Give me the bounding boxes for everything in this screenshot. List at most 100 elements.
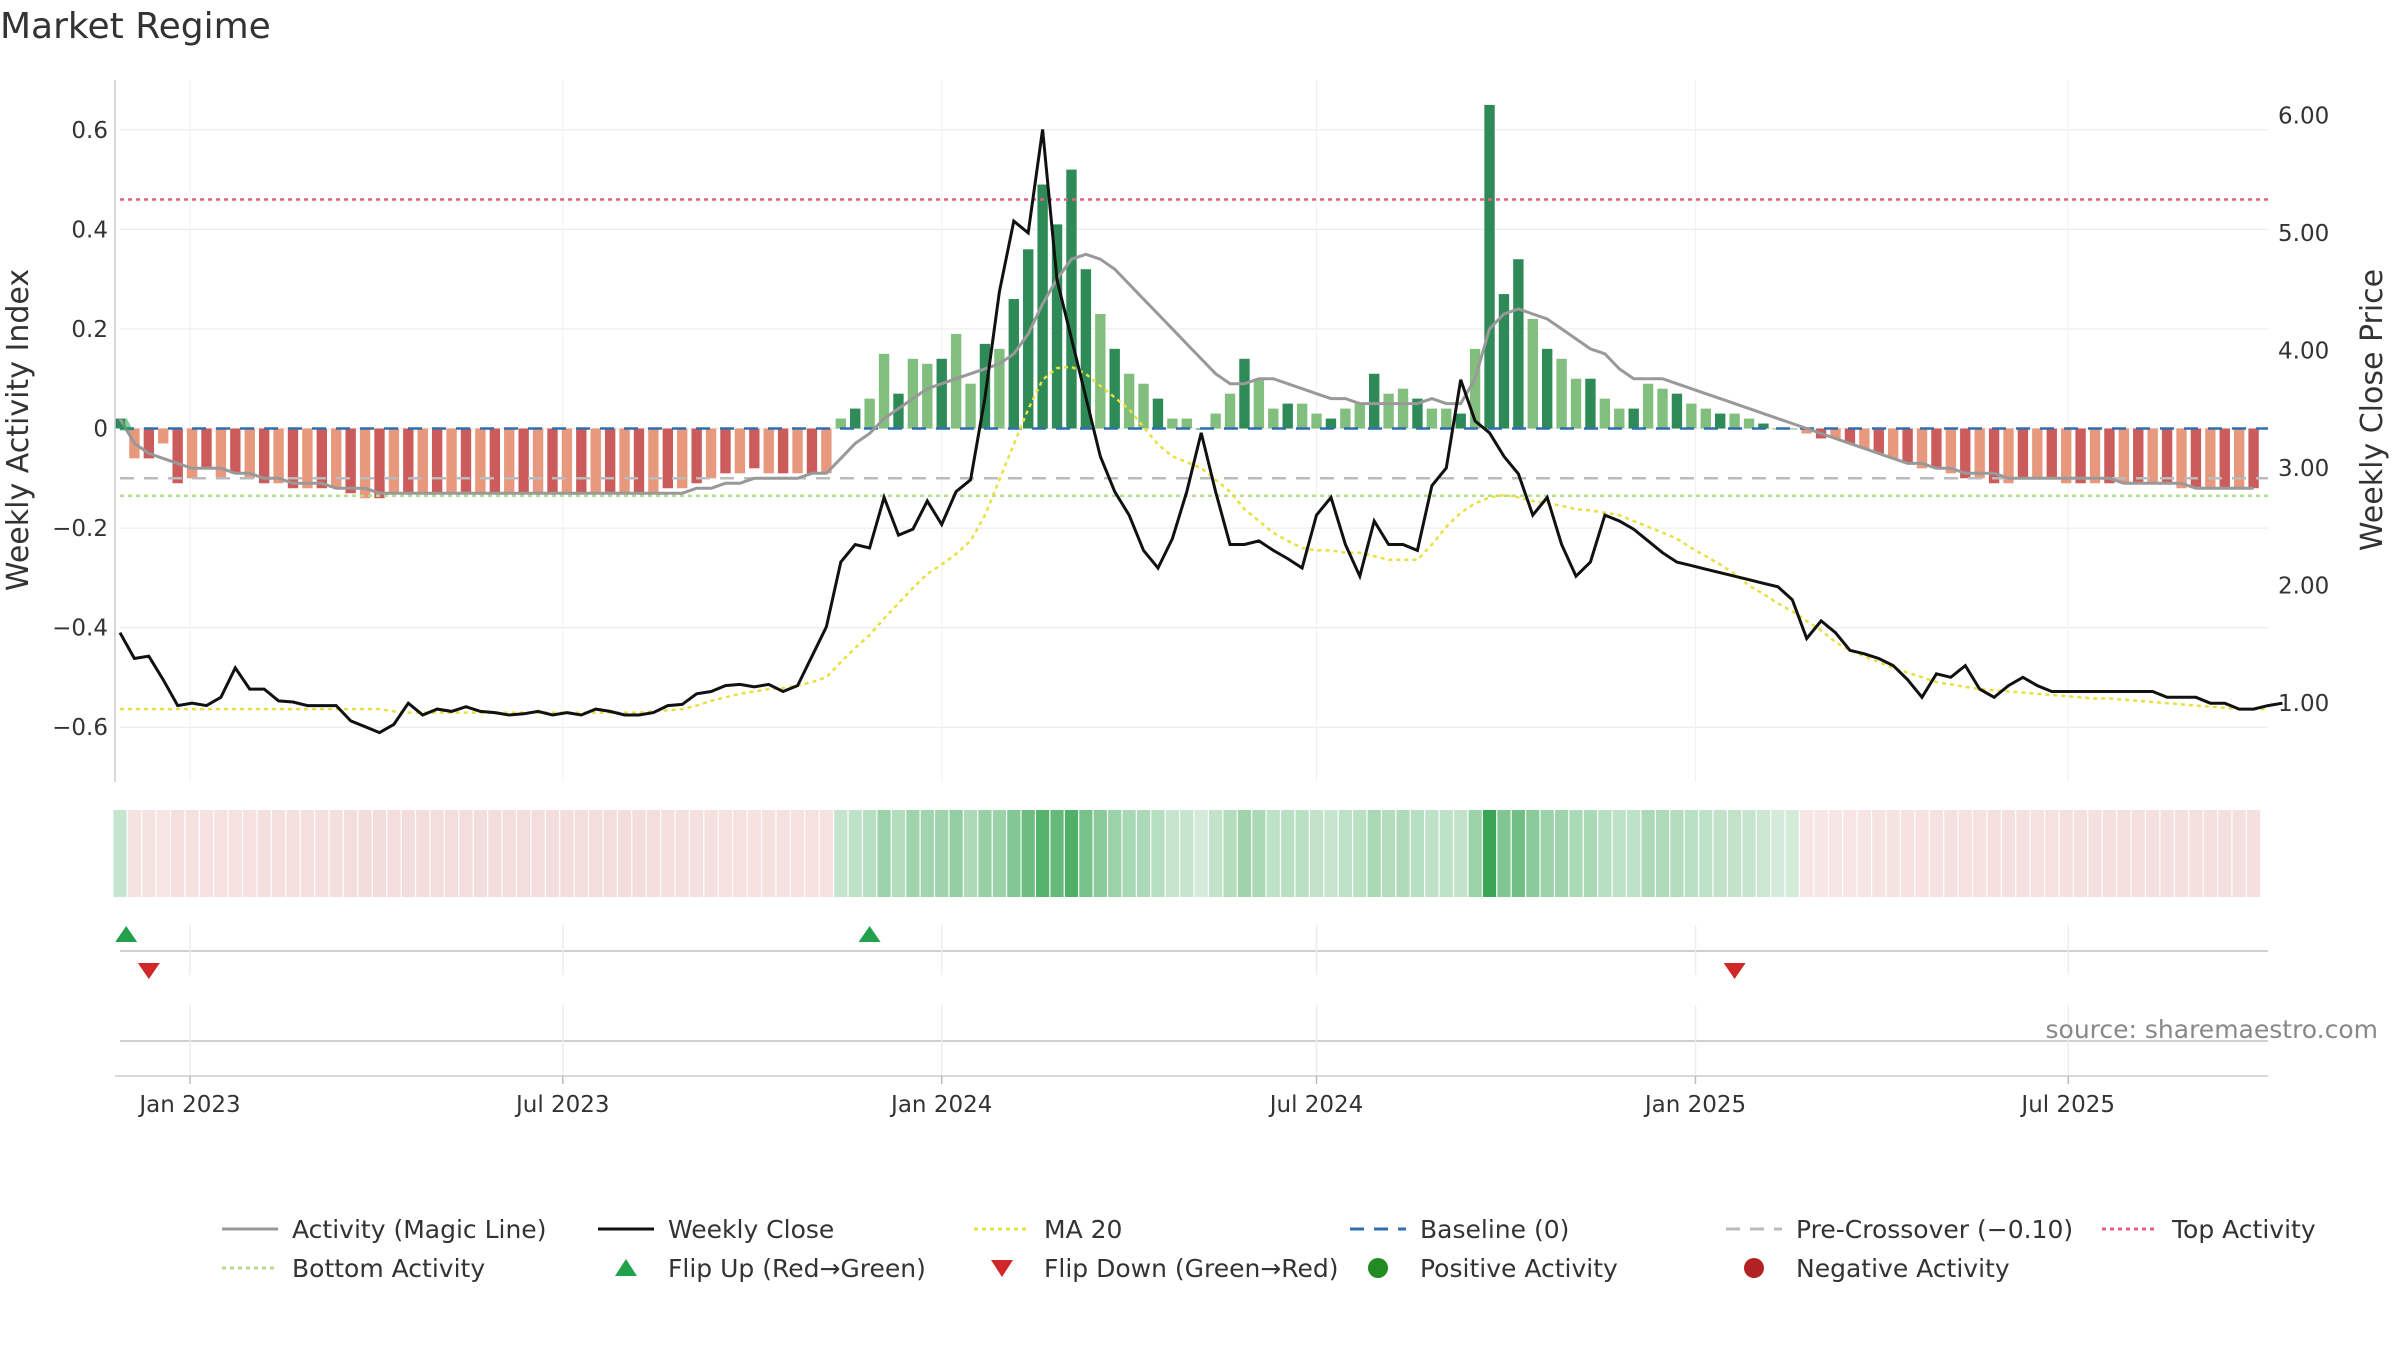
regime-cell: [1756, 810, 1771, 897]
activity-bar: [1945, 428, 1957, 474]
activity-bar: [244, 428, 255, 479]
regime-cell: [1583, 810, 1598, 897]
regime-cell: [1655, 810, 1670, 897]
regime-cell: [1295, 810, 1309, 897]
activity-bar: [1729, 413, 1740, 429]
activity-bar: [1008, 299, 1019, 429]
regime-cell: [127, 810, 142, 897]
activity-bar: [705, 428, 717, 479]
activity-bar: [633, 428, 645, 494]
regime-cell: [1050, 810, 1064, 897]
y-left-tick-label: 0.4: [71, 217, 108, 243]
regime-cell: [1627, 810, 1641, 897]
regime-cell: [2102, 810, 2117, 897]
activity-bar: [1758, 423, 1769, 429]
activity-bar: [1916, 428, 1928, 469]
activity-bar: [201, 428, 212, 469]
y-right-tick-label: 1.00: [2278, 691, 2329, 717]
regime-cell: [372, 810, 387, 897]
activity-bar: [1556, 358, 1567, 429]
activity-bar: [417, 428, 428, 494]
activity-bar: [878, 353, 890, 429]
activity-bar: [2003, 428, 2014, 484]
activity-bar: [2233, 428, 2245, 489]
activity-bar: [143, 428, 155, 459]
y-right-tick-label: 5.00: [2278, 221, 2329, 247]
regime-cell: [502, 810, 516, 897]
activity-bar: [345, 428, 356, 494]
legend-label: Bottom Activity: [292, 1254, 485, 1283]
activity-bar: [1585, 378, 1596, 429]
activity-bar: [763, 428, 774, 474]
activity-bar: [1513, 259, 1524, 429]
regime-cell: [1900, 810, 1915, 897]
activity-bar: [1123, 373, 1135, 429]
activity-bar: [561, 428, 573, 494]
activity-bar: [2205, 428, 2216, 489]
regime-cell: [1093, 810, 1107, 897]
regime-cell: [243, 810, 257, 897]
regime-cell: [1108, 810, 1122, 897]
activity-bar: [2046, 428, 2057, 479]
activity-bar: [273, 428, 284, 484]
activity-bar: [2176, 428, 2187, 489]
activity-bar: [619, 428, 630, 494]
legend-item: Flip Up (Red→Green): [615, 1254, 926, 1283]
activity-bar: [576, 428, 587, 494]
activity-bar: [1714, 413, 1726, 429]
regime-cell: [228, 810, 242, 897]
regime-cell: [271, 810, 286, 897]
regime-cell: [344, 810, 358, 897]
flip-marker-panel: [115, 925, 2268, 979]
regime-cell: [1367, 810, 1381, 897]
legend: Activity (Magic Line) Weekly Close MA 20 Ba…: [222, 1215, 2316, 1283]
activity-bar: [114, 418, 126, 429]
legend-swatch-flip-down: [991, 1260, 1013, 1277]
regime-cell: [819, 810, 833, 897]
regime-cell: [704, 810, 718, 897]
activity-bar: [359, 428, 371, 499]
activity-bar: [1369, 373, 1380, 429]
regime-cell: [1410, 810, 1425, 897]
flip-panel-grid: [189, 925, 2069, 975]
regime-cell: [1266, 810, 1280, 897]
flip-down-marker: [1723, 963, 1746, 979]
regime-cell: [1612, 810, 1626, 897]
activity-bar: [1138, 383, 1149, 429]
activity-bar: [1787, 428, 1798, 430]
regime-cell: [401, 810, 415, 897]
activity-bar: [1542, 348, 1553, 429]
activity-bar: [1181, 418, 1192, 429]
activity-bar: [2089, 428, 2101, 484]
activity-bar: [806, 428, 818, 474]
activity-bar: [446, 428, 457, 494]
regime-cell: [1973, 810, 1987, 897]
regime-cell: [2073, 810, 2088, 897]
activity-bar: [489, 428, 501, 494]
regime-cell: [1800, 810, 1814, 897]
activity-bar: [532, 428, 544, 494]
activity-bar: [1700, 408, 1711, 429]
regime-cell: [1915, 810, 1929, 897]
activity-bar: [1671, 393, 1683, 429]
regime-cell: [762, 810, 776, 897]
regime-cell: [300, 810, 315, 897]
weekly-close-line: [118, 129, 2283, 735]
regime-cell: [1425, 810, 1439, 897]
activity-bar: [792, 428, 803, 474]
activity-bar: [331, 428, 342, 489]
activity-bar: [1023, 249, 1034, 429]
activity-bar: [1642, 383, 1654, 429]
regime-cell: [1324, 810, 1338, 897]
activity-bar: [590, 428, 601, 494]
flip-markers: [115, 926, 1746, 979]
regime-cell: [156, 810, 170, 897]
activity-bar: [1051, 224, 1063, 429]
activity-bar: [777, 428, 789, 474]
regime-cell: [1353, 810, 1367, 897]
y-left-tick-label: 0: [93, 417, 108, 443]
left-axis-ticks: 0.6 0.4 0.2 0 −0.2 −0.4 −0.6: [52, 118, 108, 741]
regime-cell: [718, 810, 733, 897]
regime-cell: [214, 810, 228, 897]
activity-bar: [186, 428, 198, 479]
